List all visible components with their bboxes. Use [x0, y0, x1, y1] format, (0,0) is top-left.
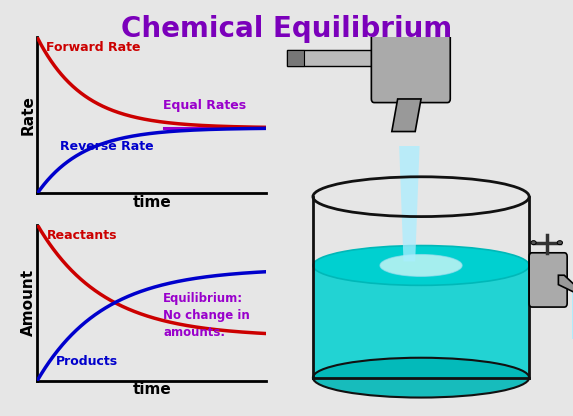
Text: Reactants: Reactants	[46, 229, 117, 242]
Bar	[313, 265, 529, 378]
Text: Equal Rates: Equal Rates	[163, 99, 246, 112]
Text: Equilibrium:
No change in
amounts.: Equilibrium: No change in amounts.	[163, 292, 250, 339]
Ellipse shape	[380, 255, 462, 276]
Y-axis label: Amount: Amount	[21, 269, 36, 336]
FancyBboxPatch shape	[529, 253, 567, 307]
Ellipse shape	[557, 241, 563, 245]
Ellipse shape	[417, 15, 422, 20]
Polygon shape	[392, 99, 421, 131]
Ellipse shape	[531, 241, 536, 245]
Ellipse shape	[384, 15, 390, 20]
Polygon shape	[399, 146, 419, 262]
Text: Forward Rate: Forward Rate	[46, 42, 141, 54]
Polygon shape	[558, 275, 573, 292]
Ellipse shape	[402, 7, 406, 14]
Bar	[286, 50, 304, 67]
Y-axis label: Rate: Rate	[21, 96, 36, 135]
Text: Products: Products	[56, 355, 117, 368]
FancyBboxPatch shape	[371, 30, 450, 103]
Text: Chemical Equilibrium: Chemical Equilibrium	[121, 15, 452, 42]
X-axis label: time: time	[132, 382, 171, 397]
Ellipse shape	[313, 358, 529, 398]
X-axis label: time: time	[132, 195, 171, 210]
Ellipse shape	[313, 245, 529, 285]
Bar	[286, 50, 398, 67]
Text: Reverse Rate: Reverse Rate	[60, 140, 154, 153]
Bar	[572, 292, 573, 339]
